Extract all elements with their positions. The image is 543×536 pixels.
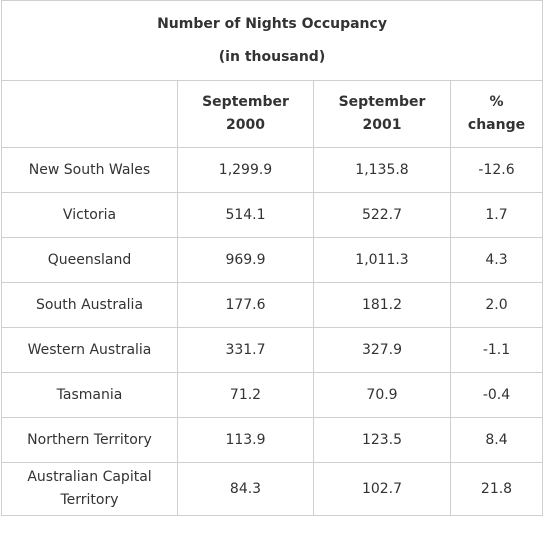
change-cell: 1.7	[449, 192, 543, 238]
region-cell: Queensland	[1, 237, 178, 283]
region-cell: Victoria	[1, 192, 178, 238]
occupancy-table: Number of Nights Occupancy (in thousand)…	[0, 0, 543, 516]
table-row: Western Australia 331.7 327.9 -1.1	[1, 327, 543, 373]
table-row: Australian Capital Territory 84.3 102.7 21.8	[1, 462, 543, 516]
sep2000-cell: 113.9	[177, 417, 314, 463]
sep2001-cell: 1,011.3	[313, 237, 451, 283]
header-row: September 2000 September 2001 % change	[1, 80, 543, 148]
change-cell: 21.8	[449, 462, 543, 516]
table-row: Victoria 514.1 522.7 1.7	[1, 192, 543, 238]
table-row: New South Wales 1,299.9 1,135.8 -12.6	[1, 147, 543, 193]
header-cell-sep2001: September 2001	[313, 80, 451, 148]
table-row: Queensland 969.9 1,011.3 4.3	[1, 237, 543, 283]
change-cell: 4.3	[449, 237, 543, 283]
header-label-line: September	[338, 94, 426, 110]
sep2001-cell: 102.7	[313, 462, 451, 516]
change-cell: -0.4	[449, 372, 543, 418]
region-label: Northern Territory	[27, 432, 152, 448]
table-title: Number of Nights Occupancy	[157, 15, 387, 32]
sep2001-cell: 327.9	[313, 327, 451, 373]
region-label: Territory	[60, 492, 119, 508]
table-row: Tasmania 71.2 70.9 -0.4	[1, 372, 543, 418]
sep2000-cell: 84.3	[177, 462, 314, 516]
region-cell: Australian Capital Territory	[1, 462, 178, 516]
sep2001-cell: 1,135.8	[313, 147, 451, 193]
header-label-line: change	[467, 117, 526, 133]
region-cell: New South Wales	[1, 147, 178, 193]
table-subtitle: (in thousand)	[218, 48, 326, 65]
bottom-edge	[0, 532, 543, 536]
region-label: New South Wales	[28, 162, 151, 178]
sep2000-cell: 969.9	[177, 237, 314, 283]
sep2001-cell: 123.5	[313, 417, 451, 463]
sep2000-cell: 331.7	[177, 327, 314, 373]
header-label-line: 2001	[362, 117, 402, 133]
region-label: Western Australia	[27, 342, 152, 358]
region-label: Australian Capital	[27, 469, 152, 485]
sep2000-cell: 177.6	[177, 282, 314, 328]
change-cell: -1.1	[449, 327, 543, 373]
change-cell: 2.0	[449, 282, 543, 328]
region-cell: South Australia	[1, 282, 178, 328]
sep2001-cell: 181.2	[313, 282, 451, 328]
region-label: Queensland	[47, 252, 132, 268]
header-cell-change: % change	[449, 80, 543, 148]
sep2001-cell: 522.7	[313, 192, 451, 238]
header-label-line: 2000	[226, 117, 265, 133]
table-row: South Australia 177.6 181.2 2.0	[1, 282, 543, 328]
sep2000-cell: 514.1	[177, 192, 314, 238]
region-cell: Western Australia	[1, 327, 178, 373]
table-row: Northern Territory 113.9 123.5 8.4	[1, 417, 543, 463]
region-cell: Tasmania	[1, 372, 178, 418]
header-label-line: %	[489, 94, 504, 110]
sep2000-cell: 1,299.9	[177, 147, 314, 193]
region-label: Victoria	[62, 207, 117, 223]
sep2001-cell: 70.9	[313, 372, 451, 418]
sep2000-cell: 71.2	[177, 372, 314, 418]
table-title-cell: Number of Nights Occupancy (in thousand)	[0, 0, 543, 81]
region-label: Tasmania	[56, 387, 123, 403]
header-cell-region	[1, 80, 178, 148]
change-cell: -12.6	[449, 147, 543, 193]
change-cell: 8.4	[449, 417, 543, 463]
header-cell-sep2000: September 2000	[177, 80, 314, 148]
region-label: South Australia	[35, 297, 144, 313]
header-label-line: September	[202, 94, 289, 110]
region-cell: Northern Territory	[1, 417, 178, 463]
